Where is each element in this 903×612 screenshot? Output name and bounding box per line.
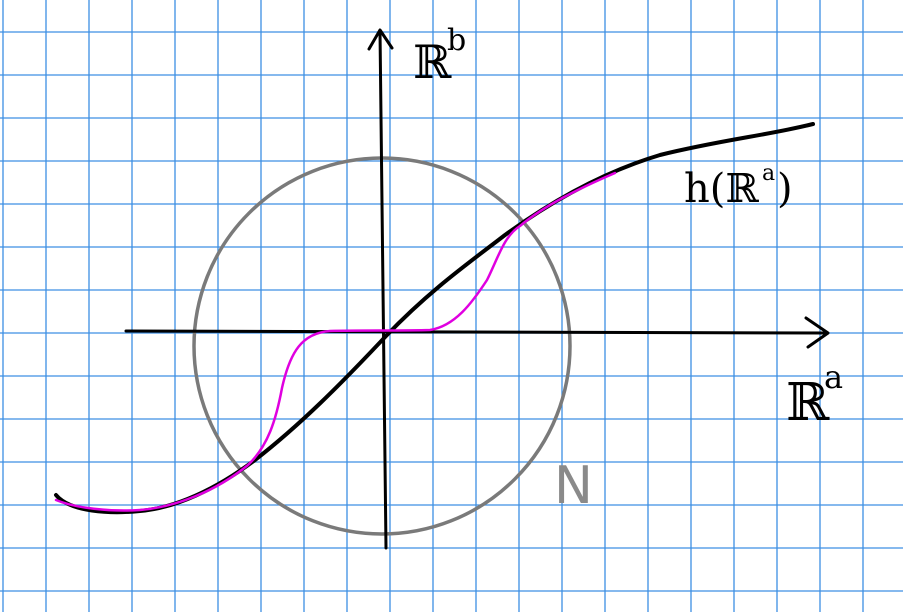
y-axis-line bbox=[378, 29, 388, 550]
y-axis-label-base: ℝ bbox=[413, 35, 452, 89]
x-axis-label: ℝ a bbox=[786, 358, 843, 433]
curve-label-superscript: a bbox=[762, 161, 775, 186]
curve-label: h(ℝ a ) bbox=[684, 161, 793, 212]
curve-label-close-paren: ) bbox=[777, 166, 793, 212]
x-axis-label-base: ℝ bbox=[786, 373, 830, 433]
x-axis-line bbox=[124, 329, 829, 335]
x-axis-arrowhead bbox=[804, 316, 830, 349]
curve-label-base: h(ℝ bbox=[684, 166, 759, 212]
y-axis-arrowhead bbox=[367, 28, 394, 51]
y-axis-label: ℝ b bbox=[413, 23, 466, 89]
x-axis-label-superscript: a bbox=[824, 358, 843, 396]
neighborhood-label: N bbox=[554, 456, 593, 516]
curve-perturbed bbox=[54, 171, 617, 512]
y-axis-label-superscript: b bbox=[447, 23, 466, 58]
axes bbox=[124, 28, 830, 550]
